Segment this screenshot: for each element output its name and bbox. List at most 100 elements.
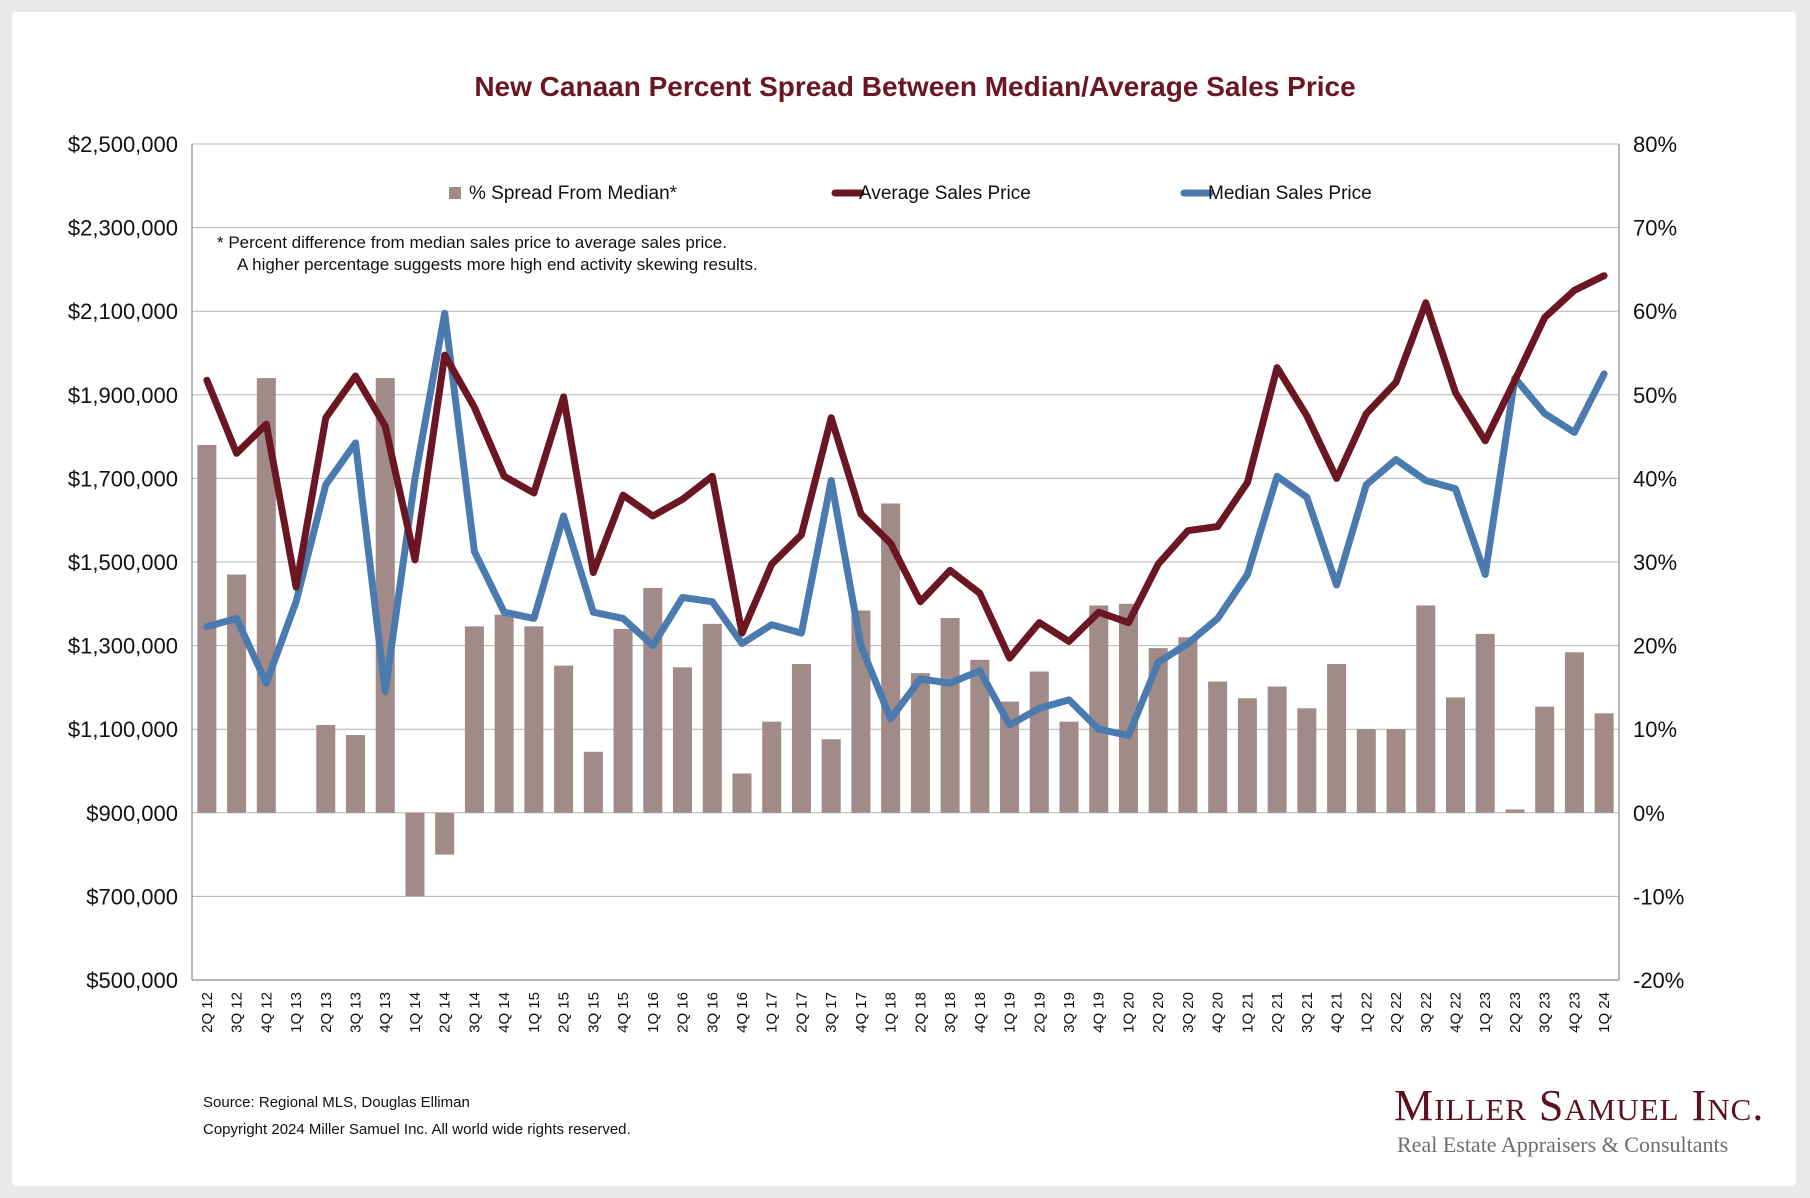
y-right-tick-label: 20%: [1633, 634, 1677, 659]
x-tick-label: 2Q 18: [912, 992, 929, 1033]
x-tick-label: 4Q 12: [258, 992, 275, 1033]
spread-bar: [1148, 648, 1168, 813]
spread-bar: [881, 503, 901, 813]
spread-bar: [762, 721, 782, 813]
x-tick-label: 2Q 23: [1507, 992, 1524, 1033]
spread-bar: [524, 626, 544, 813]
spread-bar: [375, 378, 395, 813]
x-tick-label: 3Q 20: [1180, 992, 1197, 1033]
spread-bar: [1059, 721, 1079, 813]
x-tick-label: 3Q 18: [942, 992, 959, 1033]
x-tick-label: 2Q 17: [793, 992, 810, 1033]
spread-bar: [227, 574, 247, 813]
y-left-tick-label: $1,500,000: [68, 550, 178, 575]
spread-bar: [1564, 652, 1584, 813]
x-tick-label: 3Q 14: [466, 992, 483, 1033]
logo: Miller Samuel Inc. Real Estate Appraiser…: [1394, 1081, 1765, 1160]
y-right-tick-label: 30%: [1633, 550, 1677, 575]
y-right-tick-label: -10%: [1633, 884, 1684, 909]
y-left-tick-label: $900,000: [86, 801, 178, 826]
spread-bar: [1267, 686, 1287, 813]
x-tick-label: 4Q 16: [734, 992, 751, 1033]
x-tick-label: 3Q 13: [348, 992, 365, 1033]
y-left-tick-label: $2,300,000: [68, 216, 178, 241]
legend-average-label: Average Sales Price: [859, 183, 1031, 204]
y-right-tick-label: 0%: [1633, 801, 1665, 826]
x-tick-label: 4Q 15: [615, 992, 632, 1033]
x-tick-label: 1Q 17: [764, 992, 781, 1033]
spread-bar: [256, 378, 276, 813]
spread-bar: [940, 618, 960, 813]
x-tick-label: 4Q 19: [1091, 992, 1108, 1033]
spread-bar: [1297, 708, 1317, 813]
x-tick-label: 3Q 12: [229, 992, 246, 1033]
x-tick-label: 2Q 22: [1388, 992, 1405, 1033]
x-tick-label: 1Q 24: [1596, 992, 1613, 1033]
y-left-tick-label: $1,700,000: [68, 466, 178, 491]
logo-tagline: Real Estate Appraisers & Consultants: [1397, 1132, 1729, 1157]
x-tick-label: 3Q 23: [1537, 992, 1554, 1033]
spread-bar: [791, 663, 811, 813]
spread-bar: [910, 673, 930, 813]
spread-bar: [970, 659, 990, 813]
y-left-tick-label: $1,300,000: [68, 634, 178, 659]
y-left-tick-label: $1,900,000: [68, 383, 178, 408]
spread-bar: [583, 751, 603, 813]
x-tick-label: 3Q 21: [1299, 992, 1316, 1033]
spread-bar: [1505, 809, 1525, 813]
x-tick-label: 2Q 14: [437, 992, 454, 1033]
chart-title: New Canaan Percent Spread Between Median…: [474, 71, 1355, 102]
chart-card: $500,000 $700,000 $900,000 $1,100,000 $1,300…: [12, 12, 1796, 1186]
spread-bar: [1089, 605, 1109, 813]
y-right-tick-label: 40%: [1633, 466, 1677, 491]
footnote-line-2: A higher percentage suggests more high e…: [237, 255, 758, 274]
y-right-tick-label: 60%: [1633, 299, 1677, 324]
legend-spread-label: % Spread From Median*: [469, 183, 678, 204]
x-tick-label: 1Q 13: [288, 992, 305, 1033]
x-tick-label: 4Q 23: [1566, 992, 1583, 1033]
x-tick-label: 3Q 17: [823, 992, 840, 1033]
source-note: Source: Regional MLS, Douglas Elliman: [203, 1094, 470, 1111]
x-tick-label: 2Q 12: [199, 992, 216, 1033]
y-left-tick-label: $700,000: [86, 884, 178, 909]
x-tick-label: 2Q 13: [318, 992, 335, 1033]
spread-bar: [821, 739, 841, 813]
x-tick-label: 3Q 15: [585, 992, 602, 1033]
logo-name: Miller Samuel Inc.: [1394, 1081, 1765, 1130]
x-tick-label: 4Q 20: [1210, 992, 1227, 1033]
y-left-tick-label: $500,000: [86, 968, 178, 993]
y-right-tick-label: 10%: [1633, 717, 1677, 742]
y-right-tick-label: 50%: [1633, 383, 1677, 408]
x-tick-label: 2Q 19: [1031, 992, 1048, 1033]
legend-spread-swatch: [449, 187, 461, 199]
spread-bar: [494, 614, 514, 813]
y-right-tick-label: 70%: [1633, 216, 1677, 241]
footnote-line-1: * Percent difference from median sales p…: [217, 233, 727, 252]
x-tick-label: 1Q 16: [645, 992, 662, 1033]
spread-bar: [702, 623, 722, 813]
spread-bar: [643, 587, 663, 813]
x-tick-label: 2Q 15: [556, 992, 573, 1033]
x-tick-label: 1Q 15: [526, 992, 543, 1033]
x-tick-label: 1Q 21: [1239, 992, 1256, 1033]
spread-bar: [613, 628, 633, 813]
y-right-tick-label: 80%: [1633, 132, 1677, 157]
x-tick-label: 4Q 17: [853, 992, 870, 1033]
spread-bar: [1237, 698, 1257, 813]
spread-bar: [316, 725, 336, 813]
x-tick-label: 1Q 14: [407, 992, 424, 1033]
x-tick-label: 4Q 14: [496, 992, 513, 1033]
x-tick-label: 1Q 20: [1120, 992, 1137, 1033]
y-right-tick-label: -20%: [1633, 968, 1684, 993]
spread-bar: [464, 626, 484, 813]
x-tick-label: 2Q 20: [1150, 992, 1167, 1033]
x-tick-label: 4Q 21: [1329, 992, 1346, 1033]
x-tick-label: 1Q 23: [1477, 992, 1494, 1033]
spread-bar: [1594, 713, 1614, 813]
spread-bar: [732, 773, 752, 813]
copyright-note: Copyright 2024 Miller Samuel Inc. All wo…: [203, 1121, 631, 1138]
average-price-line: [203, 272, 1608, 662]
spread-bar: [1178, 637, 1198, 813]
spread-bar: [1208, 681, 1228, 813]
x-tick-label: 3Q 19: [1061, 992, 1078, 1033]
